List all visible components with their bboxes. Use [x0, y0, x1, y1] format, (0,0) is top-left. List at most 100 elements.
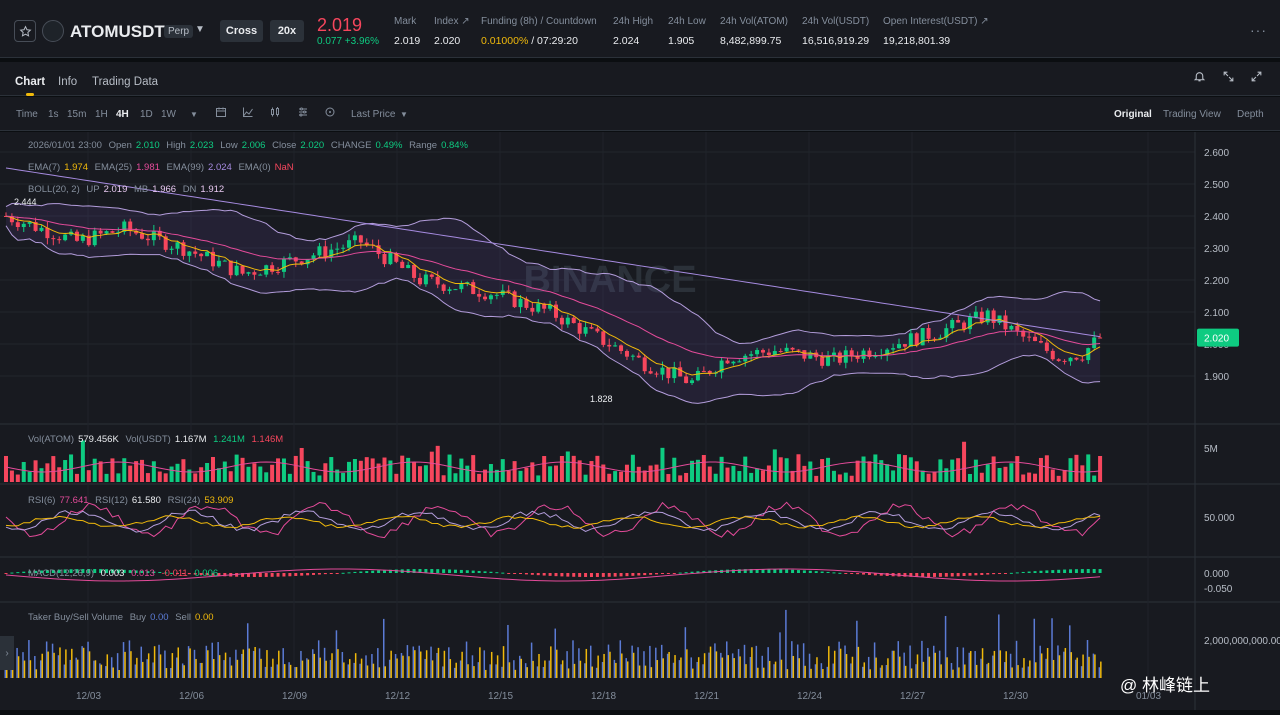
- taker-buy-bar: [938, 650, 941, 678]
- tab-info[interactable]: Info: [58, 76, 78, 88]
- macd-histogram-bar: [986, 573, 990, 575]
- taker-buy-bar: [128, 640, 131, 678]
- symbol-name[interactable]: ATOMUSDT: [70, 22, 165, 41]
- interval-1w[interactable]: 1W: [161, 109, 176, 120]
- taker-sell-bar: [810, 668, 812, 678]
- interval-1h[interactable]: 1H: [95, 109, 108, 120]
- candle-body: [1044, 342, 1049, 351]
- interval-1d[interactable]: 1D: [140, 109, 153, 120]
- taker-buy-bar: [915, 664, 917, 678]
- taker-sell-bar: [697, 657, 700, 678]
- candle-body: [613, 345, 618, 347]
- tab-trading-data[interactable]: Trading Data: [92, 76, 159, 88]
- expand-panel-tab[interactable]: ›: [0, 636, 14, 670]
- tab-chart[interactable]: Chart: [15, 76, 46, 88]
- taker-buy-bar: [22, 652, 24, 678]
- price-source-dropdown-icon[interactable]: ▼: [400, 110, 408, 119]
- price-axis-label: 2.300: [1204, 244, 1229, 255]
- taker-sell-bar: [887, 658, 889, 678]
- taker-sell-bar: [490, 651, 493, 678]
- volume-bar: [15, 474, 20, 482]
- taker-buy-bar: [312, 649, 314, 678]
- taker-sell-bar: [532, 660, 534, 678]
- interval-15m[interactable]: 15m: [67, 109, 87, 120]
- favorite-button[interactable]: [14, 20, 36, 42]
- macd-histogram-bar: [1027, 571, 1031, 573]
- macd-histogram-bar: [418, 569, 422, 573]
- taker-buy-bar: [607, 644, 610, 678]
- taker-buy-bar: [323, 647, 326, 678]
- chart-type-icon[interactable]: [268, 106, 282, 120]
- taker-buy-bar: [1027, 666, 1030, 678]
- more-options-icon[interactable]: ···: [1250, 22, 1267, 38]
- candle-body: [299, 261, 304, 265]
- volume-bar: [595, 455, 600, 482]
- taker-sell-bar: [343, 662, 345, 678]
- last-price: 2.019: [317, 15, 363, 35]
- calendar-icon[interactable]: [214, 106, 228, 120]
- volume-bar: [447, 454, 452, 482]
- interval-dropdown-icon[interactable]: ▼: [190, 110, 198, 119]
- taker-buy-bar: [601, 661, 604, 678]
- taker-sell-bar: [893, 650, 895, 678]
- low-marker-label: 1.828: [590, 394, 613, 404]
- interval-1s[interactable]: 1s: [48, 109, 59, 120]
- taker-sell-bar: [242, 649, 245, 678]
- candle-body: [252, 272, 257, 275]
- volume-ma-line: [5, 461, 1101, 473]
- volume-bar: [985, 464, 990, 482]
- macd-histogram-bar: [22, 571, 26, 573]
- drawing-tools-icon[interactable]: [323, 106, 337, 120]
- candle-body: [843, 350, 848, 363]
- candle-body: [737, 361, 742, 363]
- stat-open-interest[interactable]: Open Interest(USDT) ↗ 19,218,801.39: [883, 16, 989, 47]
- macd-histogram-bar: [761, 569, 765, 573]
- margin-mode-button[interactable]: Cross: [220, 20, 263, 42]
- macd-histogram-bar: [992, 573, 996, 575]
- indicator-icon[interactable]: [241, 106, 255, 120]
- rsi24-line: [5, 515, 1101, 529]
- macd-histogram-bar: [164, 572, 168, 574]
- taker-sell-bar: [35, 669, 38, 678]
- view-trading-view[interactable]: Trading View: [1163, 109, 1221, 120]
- macd-histogram-bar: [962, 573, 966, 577]
- taker-sell-bar: [1100, 661, 1102, 678]
- symbol-dropdown-icon[interactable]: ▼: [195, 24, 205, 35]
- fullscreen-icon[interactable]: [1248, 70, 1264, 86]
- time-axis-label: 12/15: [488, 691, 513, 702]
- taker-buy-bar: [572, 640, 574, 678]
- taker-legend: Taker Buy/Sell Volume Buy 0.00 Sell 0.00: [28, 612, 214, 623]
- candle-body: [956, 320, 961, 323]
- interval-4h[interactable]: 4H: [116, 109, 129, 120]
- macd-histogram-bar: [93, 569, 97, 573]
- macd-histogram-bar: [584, 573, 588, 577]
- macd-histogram-bar: [542, 573, 546, 576]
- volume-bar: [660, 447, 665, 482]
- volume-bar: [1074, 454, 1079, 482]
- taker-sell-bar: [1058, 655, 1061, 678]
- price-source-select[interactable]: Last Price: [351, 109, 396, 120]
- candle-body: [134, 230, 139, 234]
- volume-bar: [885, 464, 890, 482]
- leverage-button[interactable]: 20x: [270, 20, 304, 42]
- price-change: 0.077 +3.96%: [317, 36, 379, 47]
- volume-bar: [417, 466, 422, 482]
- taker-buy-bar: [28, 640, 30, 678]
- settings-icon[interactable]: [296, 106, 310, 120]
- macd-histogram-bar: [968, 573, 972, 576]
- bell-icon[interactable]: [1191, 70, 1207, 86]
- candle-body: [459, 283, 464, 290]
- taker-sell-bar: [212, 658, 215, 678]
- candle-body: [181, 242, 186, 256]
- expand-icon[interactable]: [1220, 70, 1236, 86]
- view-original[interactable]: Original: [1114, 109, 1152, 120]
- candle-body: [116, 231, 121, 233]
- volume-bar: [1050, 469, 1055, 482]
- volume-bar: [175, 463, 180, 482]
- atom-coin-icon: [42, 20, 64, 42]
- kline-chart[interactable]: BINANCE 2.600 2.500 2.400 2.300 2.200 2.100 2.…: [0, 132, 1280, 710]
- view-depth[interactable]: Depth: [1237, 109, 1264, 120]
- chart-canvas-area[interactable]: BINANCE 2.600 2.500 2.400 2.300 2.200 2.100 2.…: [0, 132, 1280, 710]
- stat-index[interactable]: Index ↗ 2.020: [434, 16, 470, 47]
- candle-body: [802, 350, 807, 359]
